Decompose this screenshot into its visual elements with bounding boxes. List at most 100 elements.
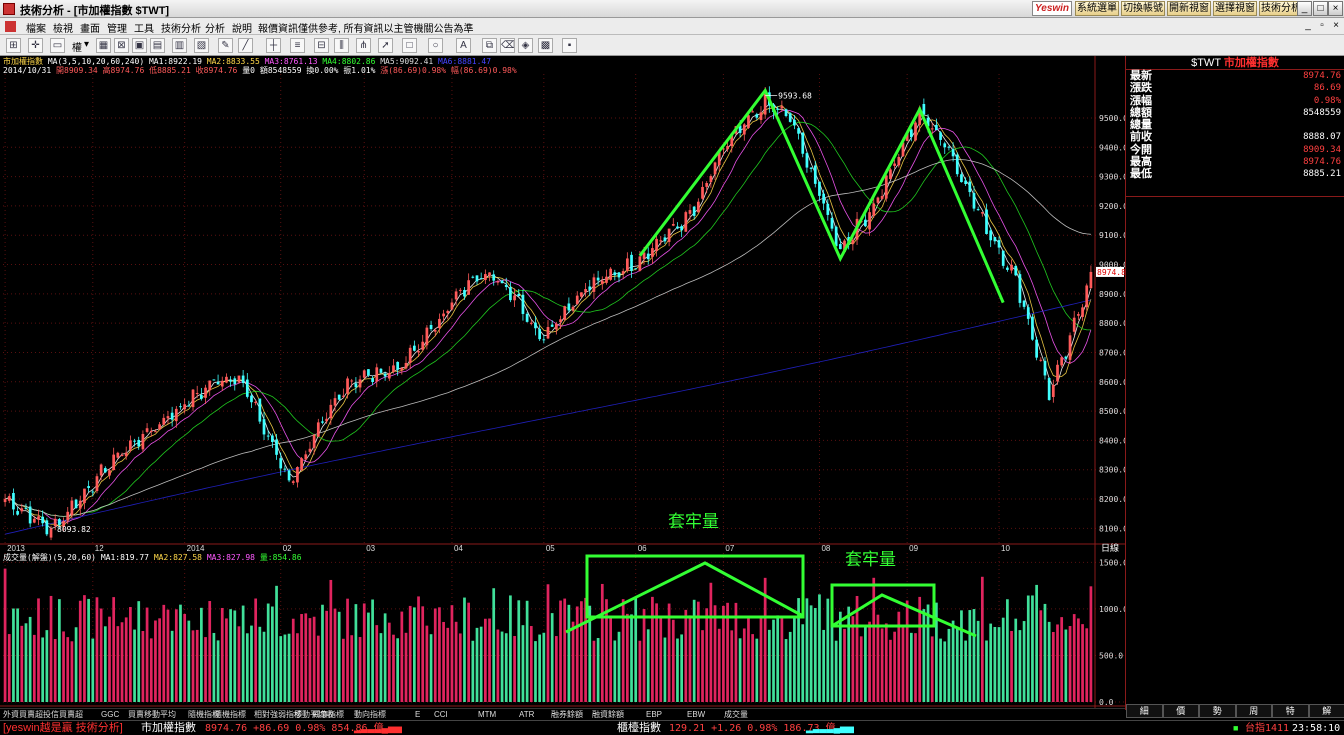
close-button[interactable]: × [1328, 1, 1343, 16]
indicator-tab[interactable]: 融資餘額 [592, 710, 624, 719]
indicator-tab[interactable]: 動向指標 [354, 710, 386, 719]
child-close-icon[interactable]: × [1333, 20, 1339, 31]
candle-body [116, 452, 120, 458]
candle-window-icon[interactable]: ▥ [172, 38, 187, 53]
tab-detail[interactable]: 細 [1126, 704, 1163, 718]
candle-body [1006, 267, 1009, 270]
cycle-icon[interactable]: ⫼ [334, 38, 349, 53]
tab-price[interactable]: 價 [1162, 704, 1199, 718]
candle-body [49, 528, 53, 538]
switch-account-button[interactable]: 切換帳號 [1121, 1, 1165, 16]
candle-body [759, 112, 763, 120]
horizontal-line-icon[interactable]: ┼ [266, 38, 281, 53]
candle-body [429, 324, 433, 330]
indicator-tab[interactable]: 威廉指標 [312, 710, 344, 719]
indicator-tab[interactable]: EBW [687, 710, 706, 719]
layout-icon[interactable]: ▭ [50, 38, 65, 53]
ma-line [4, 159, 1091, 517]
text-tool-icon[interactable]: A [456, 38, 471, 53]
select-window-button[interactable]: 選擇視窗 [1213, 1, 1257, 16]
volume-bar [600, 583, 604, 702]
menu-view[interactable]: 檢視 [53, 24, 73, 35]
rectangle-icon[interactable]: □ [402, 38, 417, 53]
maximize-button[interactable]: □ [1313, 1, 1328, 16]
eraser-icon[interactable]: ⌫ [500, 38, 515, 53]
indicator-window-icon[interactable]: ▤ [150, 38, 165, 53]
menu-technical-analysis[interactable]: 技術分析 [161, 24, 201, 35]
compare-icon[interactable]: ▧ [194, 38, 209, 53]
indicator-tab[interactable]: 成交量 [724, 710, 748, 719]
indicator-tab[interactable]: 相對強弱指標 [254, 710, 302, 719]
candle-body [325, 418, 329, 422]
clock: 23:58:10 [1292, 723, 1341, 734]
indicator-tab[interactable]: EBP [646, 710, 663, 719]
fan-icon[interactable]: ⋔ [356, 38, 371, 53]
system-menu-button[interactable]: 系統選單 [1075, 1, 1119, 16]
candle-body [103, 468, 107, 473]
parallel-lines-icon[interactable]: ≡ [290, 38, 305, 53]
volume-bar [838, 611, 842, 702]
indicator-tab[interactable]: 投信買賣超 [43, 710, 83, 719]
line-tool-icon[interactable]: ╱ [238, 38, 253, 53]
copy-icon[interactable]: ⧉ [482, 38, 497, 53]
candle-body [191, 389, 195, 408]
arrow-icon[interactable]: ➚ [378, 38, 393, 53]
chart-type-icon[interactable]: ⊞ [6, 38, 21, 53]
volume-bar [1072, 614, 1076, 702]
indicator-tab[interactable]: 移動平均收 [294, 710, 334, 719]
new-window-button[interactable]: 開新視窗 [1167, 1, 1211, 16]
volume-axis-label: 500.0 [1099, 651, 1123, 660]
weight-dropdown-arrow-icon[interactable]: ▾ [84, 39, 90, 50]
weight-dropdown[interactable]: 權 [72, 43, 82, 54]
quote-row-label: 漲幅 [1130, 94, 1152, 107]
candle-body [713, 162, 717, 175]
candle-body [909, 129, 913, 138]
pen-icon[interactable]: ✎ [218, 38, 233, 53]
menu-manage[interactable]: 管理 [107, 24, 127, 35]
indicator-tab[interactable]: 隨機指標 [214, 710, 246, 719]
minimize-button[interactable]: _ [1297, 1, 1312, 16]
menu-analysis[interactable]: 分析 [205, 24, 225, 35]
indicator-tab[interactable]: MTM [478, 710, 497, 719]
indicator-tab[interactable]: GGC [101, 710, 120, 719]
indicator-tab[interactable]: CCI [434, 710, 448, 719]
indicator-tab[interactable]: 隨機指標 [188, 710, 220, 719]
menu-help[interactable]: 說明 [232, 24, 252, 35]
tab-solve[interactable]: 解 [1308, 704, 1344, 718]
save-icon[interactable]: ▪ [562, 38, 577, 53]
menu-tools[interactable]: 工具 [134, 24, 154, 35]
candle-body [997, 240, 1001, 248]
volume-bar [696, 601, 700, 702]
chart-canvas[interactable]: 9500.0 9400.0 9300.0 9200.0 9100.0 9000.0 8900… [0, 56, 1125, 708]
child-minimize-icon[interactable]: _ [1305, 20, 1311, 31]
tab-week[interactable]: 周 [1235, 704, 1272, 718]
child-restore-icon[interactable]: ▫ [1320, 20, 1324, 31]
tab-special[interactable]: 特 [1272, 704, 1309, 718]
candle-body [108, 470, 111, 476]
quote-name: 市加權指數 [1223, 57, 1279, 69]
grid-icon[interactable]: ▦ [96, 38, 111, 53]
tab-trend[interactable]: 勢 [1199, 704, 1236, 718]
candle-body [1081, 307, 1084, 317]
fibonacci-icon[interactable]: ⊟ [314, 38, 329, 53]
cancel-icon[interactable]: ⊠ [114, 38, 129, 53]
indicator-tab[interactable]: 外資買賣超 [3, 710, 43, 719]
palette-icon[interactable]: ▩ [538, 38, 553, 53]
indicator-tab[interactable]: 融券餘額 [551, 710, 583, 719]
candle-body [797, 128, 800, 134]
crosshair-icon[interactable]: ✛ [28, 38, 43, 53]
volume-bar [367, 612, 370, 702]
price-axis-label: 9300.0 [1099, 173, 1125, 182]
window-icon[interactable]: ▣ [132, 38, 147, 53]
ellipse-icon[interactable]: ○ [428, 38, 443, 53]
menu-screen[interactable]: 畫面 [80, 24, 100, 35]
candle-body [680, 226, 683, 231]
indicator-tab[interactable]: ATR [519, 710, 535, 719]
volume-bar [454, 621, 458, 702]
indicator-tab[interactable]: 買賣移動平均 [128, 710, 176, 719]
volume-bar [713, 605, 717, 702]
color-icon[interactable]: ◈ [518, 38, 533, 53]
menu-file[interactable]: 檔案 [26, 24, 46, 35]
indicator-tab[interactable]: E [415, 710, 421, 719]
